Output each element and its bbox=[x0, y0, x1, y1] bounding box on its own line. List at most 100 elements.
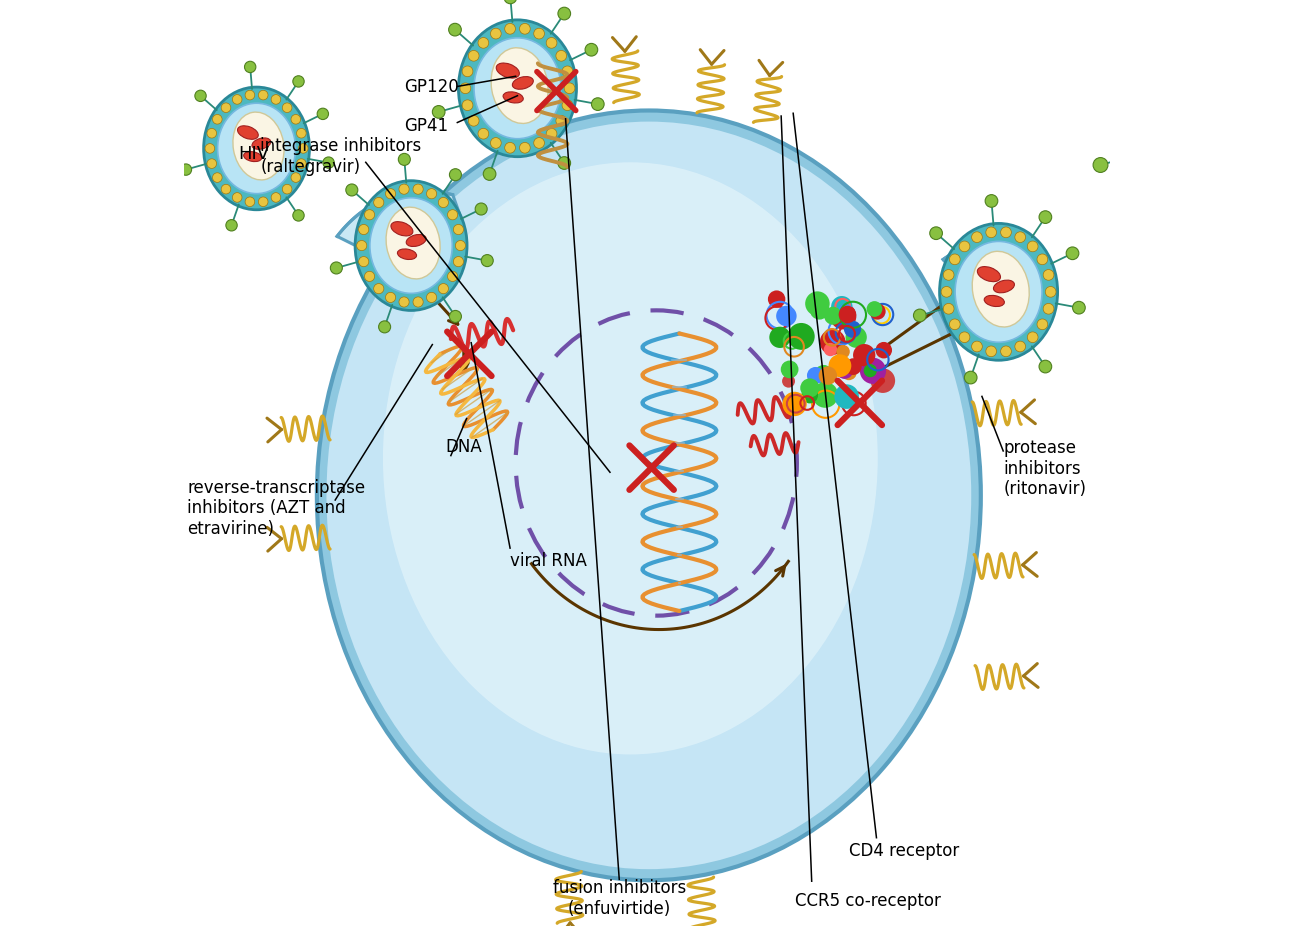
Ellipse shape bbox=[972, 252, 1029, 327]
Circle shape bbox=[399, 298, 409, 308]
Circle shape bbox=[449, 311, 462, 324]
Circle shape bbox=[780, 362, 798, 379]
Circle shape bbox=[1245, 152, 1258, 164]
Circle shape bbox=[558, 158, 571, 171]
Text: CD4 receptor: CD4 receptor bbox=[849, 841, 959, 858]
Circle shape bbox=[1043, 271, 1053, 281]
Text: protease
inhibitors
(ritonavir): protease inhibitors (ritonavir) bbox=[1003, 438, 1086, 498]
Circle shape bbox=[836, 362, 853, 379]
Circle shape bbox=[1178, 201, 1190, 214]
Circle shape bbox=[1128, 152, 1140, 164]
Text: CCR5 co-receptor: CCR5 co-receptor bbox=[795, 891, 941, 908]
Circle shape bbox=[1135, 94, 1148, 107]
Text: reverse-transcriptase
inhibitors (AZT and
etravirine): reverse-transcriptase inhibitors (AZT an… bbox=[188, 478, 365, 538]
Circle shape bbox=[959, 242, 970, 252]
Circle shape bbox=[448, 272, 458, 282]
Circle shape bbox=[820, 330, 845, 356]
Circle shape bbox=[844, 322, 861, 338]
Circle shape bbox=[1014, 342, 1026, 352]
Circle shape bbox=[1227, 185, 1240, 197]
Ellipse shape bbox=[1162, 91, 1229, 179]
Circle shape bbox=[296, 159, 307, 170]
Circle shape bbox=[365, 272, 375, 282]
Polygon shape bbox=[943, 241, 1035, 290]
Circle shape bbox=[453, 225, 463, 235]
Circle shape bbox=[477, 38, 489, 49]
Circle shape bbox=[1126, 132, 1139, 145]
Circle shape bbox=[245, 197, 255, 208]
Circle shape bbox=[767, 291, 785, 309]
Circle shape bbox=[233, 95, 242, 105]
Circle shape bbox=[805, 292, 829, 316]
Circle shape bbox=[221, 104, 230, 113]
Circle shape bbox=[221, 185, 230, 195]
Circle shape bbox=[1036, 255, 1048, 265]
Circle shape bbox=[462, 67, 472, 78]
Circle shape bbox=[788, 324, 815, 350]
Ellipse shape bbox=[492, 49, 549, 124]
Circle shape bbox=[859, 359, 886, 385]
Circle shape bbox=[836, 346, 850, 359]
Circle shape bbox=[259, 91, 268, 101]
Circle shape bbox=[807, 368, 824, 385]
Ellipse shape bbox=[1141, 79, 1244, 197]
Circle shape bbox=[296, 129, 307, 139]
Circle shape bbox=[1135, 170, 1148, 183]
Circle shape bbox=[1161, 68, 1174, 81]
Circle shape bbox=[986, 228, 996, 238]
Circle shape bbox=[439, 285, 449, 295]
Circle shape bbox=[1238, 94, 1250, 107]
Circle shape bbox=[299, 145, 308, 154]
Ellipse shape bbox=[317, 111, 981, 881]
Ellipse shape bbox=[326, 122, 972, 870]
Ellipse shape bbox=[238, 127, 259, 140]
Circle shape bbox=[1027, 333, 1038, 343]
Circle shape bbox=[490, 30, 501, 40]
Circle shape bbox=[245, 62, 256, 73]
Circle shape bbox=[950, 320, 960, 330]
Circle shape bbox=[829, 304, 857, 330]
Circle shape bbox=[853, 345, 875, 367]
Circle shape bbox=[448, 210, 458, 221]
Ellipse shape bbox=[203, 88, 309, 210]
Circle shape bbox=[233, 194, 242, 203]
Circle shape bbox=[533, 30, 545, 40]
Circle shape bbox=[562, 101, 573, 111]
Ellipse shape bbox=[496, 64, 519, 79]
Circle shape bbox=[782, 375, 795, 388]
Circle shape bbox=[1196, 62, 1207, 75]
Circle shape bbox=[824, 344, 837, 357]
Circle shape bbox=[1196, 201, 1207, 214]
Text: HIV: HIV bbox=[238, 145, 269, 163]
Circle shape bbox=[207, 129, 216, 139]
Circle shape bbox=[972, 233, 982, 243]
Circle shape bbox=[1046, 287, 1056, 298]
Circle shape bbox=[272, 194, 281, 203]
Circle shape bbox=[291, 115, 300, 125]
Text: DNA: DNA bbox=[445, 438, 483, 456]
Ellipse shape bbox=[406, 235, 426, 248]
Circle shape bbox=[1000, 228, 1012, 238]
Ellipse shape bbox=[1168, 108, 1196, 126]
Circle shape bbox=[374, 285, 384, 295]
Ellipse shape bbox=[1123, 58, 1262, 218]
Circle shape bbox=[357, 241, 366, 251]
Circle shape bbox=[1153, 231, 1167, 246]
Circle shape bbox=[519, 144, 531, 154]
Polygon shape bbox=[336, 192, 462, 251]
Text: fusion inhibitors
(enfuvirtide): fusion inhibitors (enfuvirtide) bbox=[553, 879, 686, 917]
Circle shape bbox=[259, 197, 268, 208]
Circle shape bbox=[1212, 196, 1224, 209]
Ellipse shape bbox=[939, 224, 1057, 361]
Circle shape bbox=[204, 145, 215, 154]
Ellipse shape bbox=[386, 208, 440, 280]
Ellipse shape bbox=[243, 152, 261, 162]
Text: GP120: GP120 bbox=[405, 79, 459, 96]
Text: integrase inhibitors
(raltegravir): integrase inhibitors (raltegravir) bbox=[260, 137, 422, 176]
Ellipse shape bbox=[474, 39, 560, 140]
Circle shape bbox=[867, 302, 883, 318]
Circle shape bbox=[533, 138, 545, 149]
Circle shape bbox=[813, 383, 839, 409]
Ellipse shape bbox=[955, 242, 1042, 343]
Ellipse shape bbox=[355, 182, 467, 311]
